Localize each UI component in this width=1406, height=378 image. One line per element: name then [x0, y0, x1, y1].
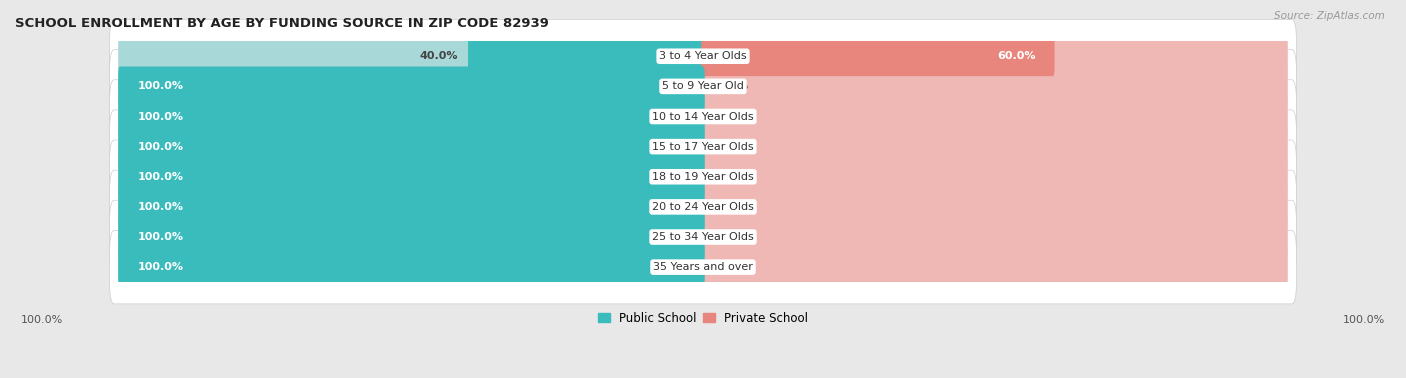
FancyBboxPatch shape	[118, 217, 704, 257]
Text: 25 to 34 Year Olds: 25 to 34 Year Olds	[652, 232, 754, 242]
Text: 20 to 24 Year Olds: 20 to 24 Year Olds	[652, 202, 754, 212]
Text: 0.0%: 0.0%	[720, 142, 749, 152]
FancyBboxPatch shape	[110, 110, 1296, 183]
FancyBboxPatch shape	[702, 97, 1288, 136]
Text: 0.0%: 0.0%	[720, 81, 749, 91]
FancyBboxPatch shape	[110, 200, 1296, 274]
Text: 35 Years and over: 35 Years and over	[652, 262, 754, 272]
FancyBboxPatch shape	[110, 230, 1296, 304]
FancyBboxPatch shape	[118, 97, 704, 136]
FancyBboxPatch shape	[702, 127, 1288, 167]
FancyBboxPatch shape	[110, 140, 1296, 214]
Text: 18 to 19 Year Olds: 18 to 19 Year Olds	[652, 172, 754, 182]
Text: 0.0%: 0.0%	[720, 172, 749, 182]
FancyBboxPatch shape	[110, 170, 1296, 244]
FancyBboxPatch shape	[110, 20, 1296, 93]
FancyBboxPatch shape	[118, 36, 704, 76]
FancyBboxPatch shape	[110, 80, 1296, 153]
FancyBboxPatch shape	[702, 67, 1288, 106]
FancyBboxPatch shape	[118, 247, 704, 287]
FancyBboxPatch shape	[702, 187, 1288, 227]
FancyBboxPatch shape	[118, 127, 704, 167]
FancyBboxPatch shape	[118, 187, 704, 227]
Text: 100.0%: 100.0%	[138, 112, 183, 121]
Text: 100.0%: 100.0%	[21, 315, 63, 325]
Text: 0.0%: 0.0%	[720, 262, 749, 272]
Text: Source: ZipAtlas.com: Source: ZipAtlas.com	[1274, 11, 1385, 21]
FancyBboxPatch shape	[118, 187, 704, 227]
FancyBboxPatch shape	[702, 247, 1288, 287]
FancyBboxPatch shape	[118, 247, 704, 287]
Text: 100.0%: 100.0%	[138, 232, 183, 242]
Legend: Public School, Private School: Public School, Private School	[593, 307, 813, 329]
Text: 60.0%: 60.0%	[997, 51, 1035, 61]
Text: 100.0%: 100.0%	[138, 142, 183, 152]
FancyBboxPatch shape	[702, 36, 1054, 76]
FancyBboxPatch shape	[118, 67, 704, 106]
Text: SCHOOL ENROLLMENT BY AGE BY FUNDING SOURCE IN ZIP CODE 82939: SCHOOL ENROLLMENT BY AGE BY FUNDING SOUR…	[15, 17, 548, 30]
FancyBboxPatch shape	[468, 36, 704, 76]
FancyBboxPatch shape	[118, 97, 704, 136]
FancyBboxPatch shape	[702, 36, 1288, 76]
Text: 0.0%: 0.0%	[720, 112, 749, 121]
Text: 15 to 17 Year Olds: 15 to 17 Year Olds	[652, 142, 754, 152]
Text: 100.0%: 100.0%	[138, 172, 183, 182]
Text: 100.0%: 100.0%	[1343, 315, 1385, 325]
FancyBboxPatch shape	[118, 217, 704, 257]
Text: 40.0%: 40.0%	[419, 51, 458, 61]
Text: 3 to 4 Year Olds: 3 to 4 Year Olds	[659, 51, 747, 61]
Text: 5 to 9 Year Old: 5 to 9 Year Old	[662, 81, 744, 91]
FancyBboxPatch shape	[118, 67, 704, 106]
Text: 100.0%: 100.0%	[138, 81, 183, 91]
Text: 0.0%: 0.0%	[720, 202, 749, 212]
Text: 100.0%: 100.0%	[138, 202, 183, 212]
Text: 100.0%: 100.0%	[138, 262, 183, 272]
FancyBboxPatch shape	[118, 127, 704, 167]
FancyBboxPatch shape	[110, 50, 1296, 123]
FancyBboxPatch shape	[118, 157, 704, 197]
FancyBboxPatch shape	[702, 217, 1288, 257]
FancyBboxPatch shape	[702, 157, 1288, 197]
FancyBboxPatch shape	[118, 157, 704, 197]
Text: 10 to 14 Year Olds: 10 to 14 Year Olds	[652, 112, 754, 121]
Text: 0.0%: 0.0%	[720, 232, 749, 242]
